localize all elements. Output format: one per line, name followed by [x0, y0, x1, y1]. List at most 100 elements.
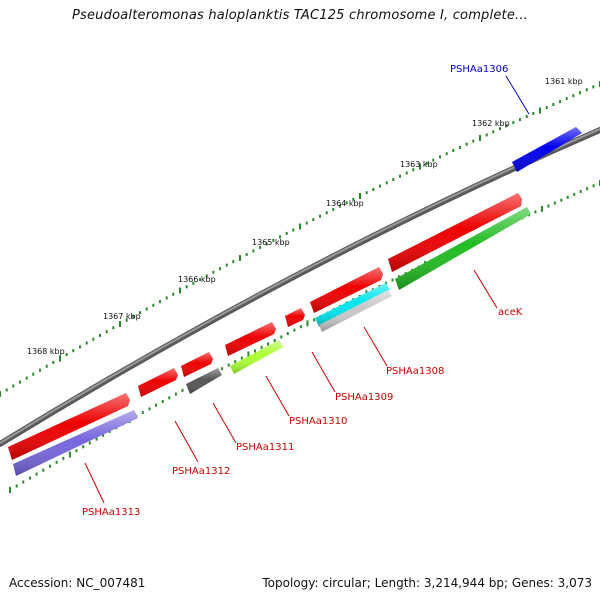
gene-label-PSHAa1310[interactable]: PSHAa1310	[289, 416, 347, 427]
minor-tick	[586, 187, 589, 191]
minor-tick	[372, 187, 375, 191]
minor-tick	[141, 411, 144, 415]
minor-tick	[45, 364, 48, 368]
major-tick	[59, 355, 61, 362]
gene-PSHAa1311[interactable]	[186, 368, 222, 394]
minor-tick	[512, 121, 515, 125]
minor-tick	[519, 118, 521, 122]
gene-PSHAa1309[interactable]	[315, 283, 390, 327]
minor-tick	[199, 278, 201, 282]
minor-tick	[205, 274, 208, 278]
gene-outer-red-4[interactable]	[225, 322, 276, 356]
major-tick	[239, 255, 241, 261]
minor-tick	[445, 152, 448, 156]
minor-tick	[553, 201, 556, 205]
minor-tick	[365, 191, 368, 195]
gene-label-PSHAa1308[interactable]: PSHAa1308	[386, 366, 444, 377]
scale-label-1361: 1361 kbp	[545, 77, 583, 86]
gene-PSHAa1308[interactable]	[319, 290, 392, 332]
minor-tick	[267, 342, 270, 346]
major-tick	[9, 487, 11, 493]
gene-label-PSHAa1313[interactable]: PSHAa1313	[82, 507, 140, 518]
minor-tick	[545, 106, 548, 109]
minor-tick	[240, 356, 243, 360]
minor-tick	[252, 249, 255, 253]
major-tick	[68, 451, 71, 458]
minor-tick	[161, 400, 164, 403]
minor-tick	[465, 142, 468, 146]
minor-tick	[285, 231, 288, 235]
chromosome-backbone	[0, 127, 600, 447]
minor-tick	[305, 221, 308, 225]
gene-PSHAa1312[interactable]	[138, 368, 178, 397]
minor-tick	[132, 315, 135, 318]
minor-tick	[12, 384, 15, 388]
major-tick	[539, 107, 541, 114]
major-tick	[359, 193, 361, 199]
major-tick	[119, 321, 121, 327]
minor-tick	[573, 192, 576, 196]
minor-tick	[592, 184, 595, 188]
minor-tick	[379, 184, 381, 188]
minor-tick	[112, 326, 115, 330]
gene-label-PSHAa1309[interactable]: PSHAa1309	[335, 392, 393, 403]
minor-tick	[192, 281, 195, 285]
scale-label-1362: 1362 kbp	[472, 119, 510, 128]
minor-tick	[398, 275, 400, 279]
gene-PSHAa1313[interactable]	[13, 410, 138, 476]
minor-tick	[82, 445, 85, 449]
minor-tick	[312, 218, 315, 222]
minor-tick	[172, 292, 175, 296]
minor-tick	[174, 392, 177, 396]
minor-tick	[592, 85, 595, 89]
minor-tick	[352, 197, 355, 201]
minor-tick	[88, 441, 91, 445]
minor-tick	[55, 460, 58, 464]
minor-tick	[339, 204, 341, 208]
minor-tick	[35, 472, 38, 476]
minor-tick	[185, 285, 188, 289]
gene-aceK[interactable]	[395, 207, 531, 290]
gene-outer-red-3[interactable]	[285, 308, 305, 327]
gene-outer-red-6[interactable]	[8, 393, 130, 460]
minor-tick	[452, 149, 455, 152]
gene-label-PSHAa1312[interactable]: PSHAa1312	[172, 466, 230, 477]
minor-tick	[152, 303, 155, 307]
minor-tick	[234, 360, 237, 364]
major-tick	[540, 205, 543, 212]
minor-tick	[425, 161, 428, 165]
minor-tick	[39, 368, 41, 372]
minor-tick	[560, 198, 563, 202]
minor-tick	[22, 480, 25, 484]
minor-tick	[579, 190, 582, 193]
gene-label-PSHAa1311[interactable]: PSHAa1311	[236, 442, 294, 453]
minor-tick	[168, 396, 171, 400]
minor-tick	[102, 433, 105, 437]
minor-tick	[72, 349, 75, 353]
minor-tick	[159, 300, 161, 304]
scale-labels: 1361 kbp 1362 kbp 1363 kbp 1364 kbp 1365…	[27, 77, 583, 356]
gene-outer-red-1[interactable]	[388, 193, 522, 272]
minor-tick	[5, 388, 8, 392]
minor-tick	[385, 181, 388, 185]
gene-outer-red-5[interactable]	[181, 352, 213, 377]
minor-tick	[139, 311, 141, 315]
gene-label-PSHAa1306[interactable]: PSHAa1306	[450, 64, 508, 75]
gene-PSHAa1306[interactable]	[512, 127, 582, 172]
scale-label-1368: 1368 kbp	[27, 347, 65, 356]
minor-tick	[459, 145, 461, 149]
minor-tick	[579, 91, 581, 95]
map-title: Pseudoalteromonas haloplanktis TAC125 ch…	[71, 8, 529, 23]
minor-tick	[181, 388, 184, 392]
minor-tick	[232, 260, 235, 264]
gene-PSHAa1310[interactable]	[230, 340, 283, 374]
gene-outer-red-2[interactable]	[310, 267, 383, 313]
outer-scale-ticks	[0, 81, 600, 397]
minor-tick	[25, 376, 28, 380]
minor-tick	[125, 318, 128, 322]
minor-tick	[313, 318, 316, 322]
minor-tick	[572, 94, 575, 98]
minor-tick	[525, 115, 528, 118]
gene-label-aceK[interactable]: aceK	[498, 307, 523, 318]
